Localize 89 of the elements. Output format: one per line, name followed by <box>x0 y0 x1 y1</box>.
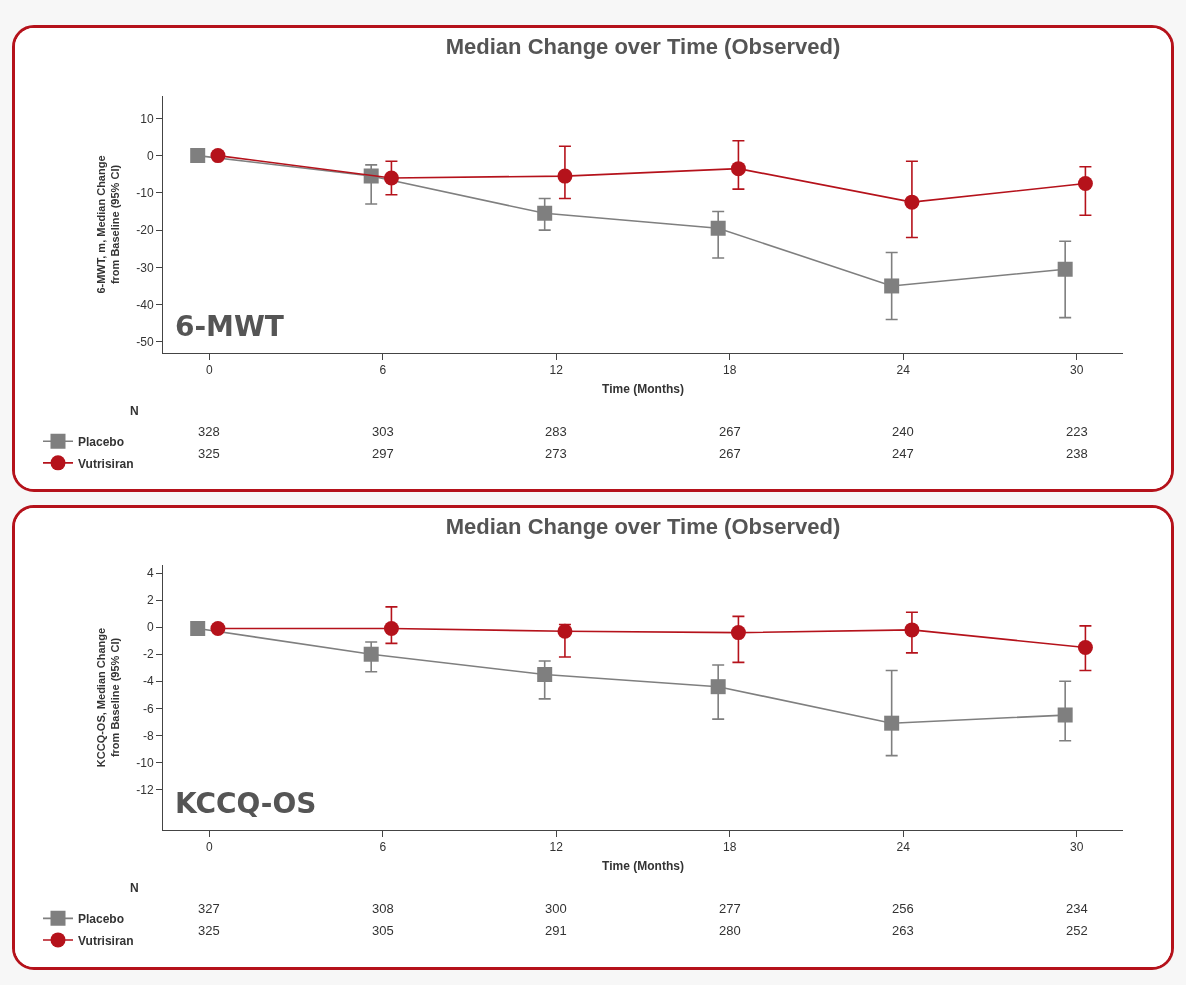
text: 325 <box>198 446 220 461</box>
x-axis-title: Time (Months) <box>602 859 684 874</box>
legend-label: Placebo <box>78 434 125 449</box>
text: 238 <box>1066 446 1088 461</box>
y-tick-label: -4 <box>142 674 154 689</box>
text: 300 <box>545 901 567 916</box>
point <box>884 278 900 294</box>
text: 273 <box>545 446 567 461</box>
x-tick-label: 6 <box>379 363 387 378</box>
point <box>190 148 206 164</box>
point <box>1057 261 1073 277</box>
point <box>537 667 553 683</box>
point <box>190 621 206 637</box>
y-tick-label: -10 <box>136 755 154 770</box>
x-tick-label: 6 <box>379 840 387 855</box>
x-tick-label: 18 <box>723 363 737 378</box>
text: 328 <box>198 424 220 439</box>
x-tick-label: 24 <box>896 840 911 855</box>
text: N <box>130 881 139 895</box>
text: 267 <box>719 446 741 461</box>
point <box>383 621 399 637</box>
x-tick-label: 0 <box>205 840 213 855</box>
annotation: 6-MWT <box>175 310 284 343</box>
y-tick-label: 4 <box>146 566 154 581</box>
y-tick-label: 10 <box>140 111 154 126</box>
point <box>210 148 226 164</box>
y-tick-label: -10 <box>136 186 154 201</box>
y-tick-label: -12 <box>136 782 154 797</box>
point <box>730 625 746 641</box>
legend-label: Vutrisiran <box>78 933 134 948</box>
chart-title: Median Change over Time (Observed) <box>445 513 841 539</box>
text: 305 <box>372 923 394 938</box>
y-axis-title: 6-MWT, m, Median Change from Baseline (95% CI) <box>94 155 121 294</box>
y-tick-label: -40 <box>136 297 154 312</box>
point <box>210 621 226 637</box>
y-tick-label: 0 <box>146 620 154 635</box>
text: 234 <box>1066 901 1088 916</box>
text: 277 <box>719 901 741 916</box>
x-tick-label: 18 <box>723 840 737 855</box>
point <box>884 715 900 731</box>
x-tick-label: 0 <box>205 363 213 378</box>
point <box>1077 639 1093 655</box>
y-tick-label: -6 <box>142 701 154 716</box>
text: 291 <box>545 923 567 938</box>
y-tick-label: -50 <box>136 335 154 350</box>
text: 240 <box>892 424 914 439</box>
text: 252 <box>1066 923 1088 938</box>
point <box>710 220 726 236</box>
point <box>557 168 573 184</box>
text: 303 <box>372 424 394 439</box>
y-tick-label: -30 <box>136 260 154 275</box>
text: 280 <box>719 923 741 938</box>
point <box>363 646 379 662</box>
text: 256 <box>892 901 914 916</box>
x-tick-label: 30 <box>1070 363 1084 378</box>
text: 263 <box>892 923 914 938</box>
y-tick-label: -2 <box>142 647 154 662</box>
text: 297 <box>372 446 394 461</box>
legend-label: Placebo <box>78 912 125 927</box>
x-tick-label: 12 <box>549 840 564 855</box>
y-tick-label: 0 <box>146 148 154 163</box>
text: 308 <box>372 901 394 916</box>
x-tick-label: 24 <box>896 363 911 378</box>
text: 267 <box>719 424 741 439</box>
y-axis-title: KCCQ-OS, Median Change from Baseline (95% CI) <box>94 627 121 768</box>
point <box>383 170 399 186</box>
point <box>904 622 920 638</box>
point <box>710 679 726 695</box>
point <box>904 194 920 210</box>
point <box>1057 707 1073 723</box>
x-tick-label: 30 <box>1070 840 1084 855</box>
text: 325 <box>198 923 220 938</box>
point <box>1077 176 1093 192</box>
text: 247 <box>892 446 914 461</box>
text: N <box>130 404 139 418</box>
y-tick-label: -20 <box>136 223 154 238</box>
text: 223 <box>1066 424 1088 439</box>
annotation: KCCQ-OS <box>175 787 317 820</box>
x-axis-title: Time (Months) <box>602 382 684 397</box>
text: 327 <box>198 901 220 916</box>
legend-label: Vutrisiran <box>78 456 134 471</box>
y-tick-label: -8 <box>142 728 154 743</box>
point <box>730 161 746 177</box>
chart-title: Median Change over Time (Observed) <box>445 33 841 59</box>
text: 283 <box>545 424 567 439</box>
x-tick-label: 12 <box>549 363 564 378</box>
point <box>557 623 573 639</box>
y-tick-label: 2 <box>146 593 154 608</box>
point <box>537 205 553 221</box>
